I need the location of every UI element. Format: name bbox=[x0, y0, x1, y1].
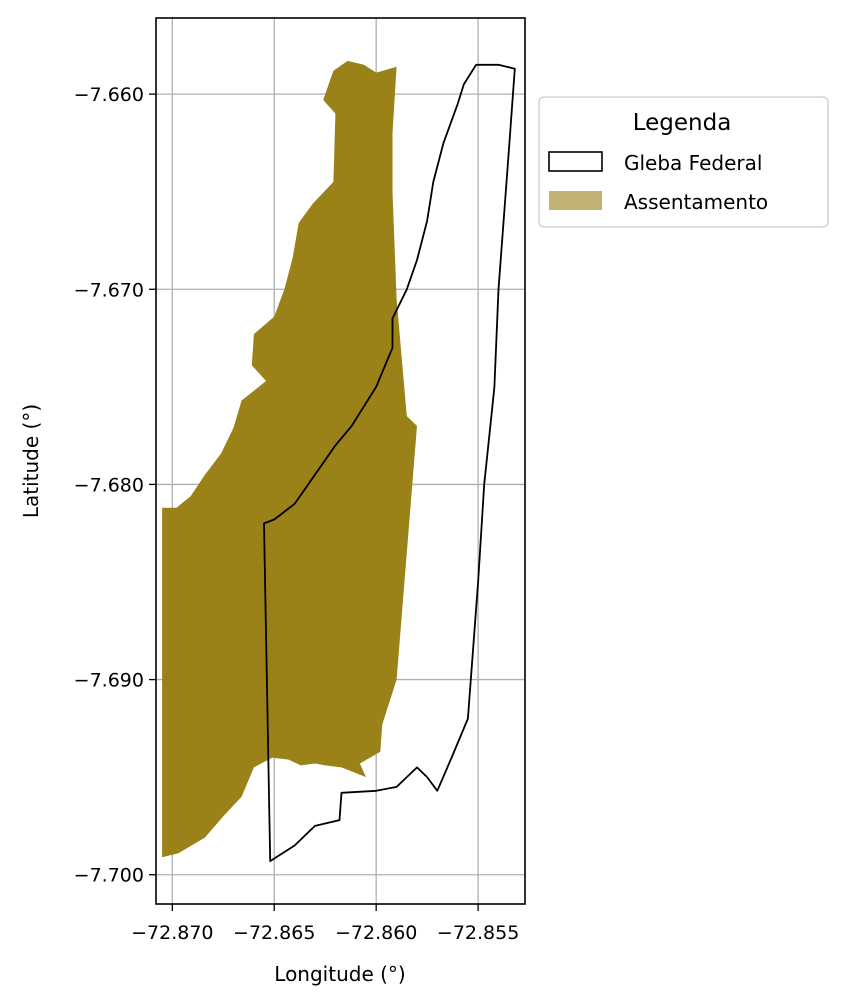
legend-swatch-assentamento bbox=[549, 191, 602, 210]
legend: Legenda Gleba Federal Assentamento bbox=[538, 96, 829, 228]
axes-frame bbox=[155, 17, 526, 905]
legend-label-gleba-federal: Gleba Federal bbox=[624, 151, 762, 175]
legend-swatch-gleba-federal bbox=[548, 151, 603, 172]
y-tick-label: −7.680 bbox=[74, 474, 144, 496]
legend-box bbox=[538, 96, 829, 228]
assentamento-polygon bbox=[162, 60, 417, 858]
y-axis-title: Latitude (°) bbox=[19, 404, 43, 518]
axis-ticks: −72.870 −72.865 −72.860 −72.855 −7.660 −7.670… bbox=[74, 84, 520, 944]
gleba-federal-polygon bbox=[263, 63, 516, 862]
x-tick-label: −72.860 bbox=[335, 922, 417, 944]
x-tick-label: −72.855 bbox=[437, 922, 519, 944]
map-layers bbox=[162, 60, 516, 862]
legend-title: Legenda bbox=[633, 110, 732, 136]
y-tick-label: −7.700 bbox=[74, 865, 144, 887]
y-tick-label: −7.670 bbox=[74, 279, 144, 301]
x-tick-label: −72.870 bbox=[131, 922, 213, 944]
legend-label-assentamento: Assentamento bbox=[624, 190, 768, 214]
y-tick-label: −7.690 bbox=[74, 670, 144, 692]
x-tick-label: −72.865 bbox=[233, 922, 315, 944]
x-axis-title: Longitude (°) bbox=[274, 962, 405, 986]
y-tick-label: −7.660 bbox=[74, 84, 144, 106]
